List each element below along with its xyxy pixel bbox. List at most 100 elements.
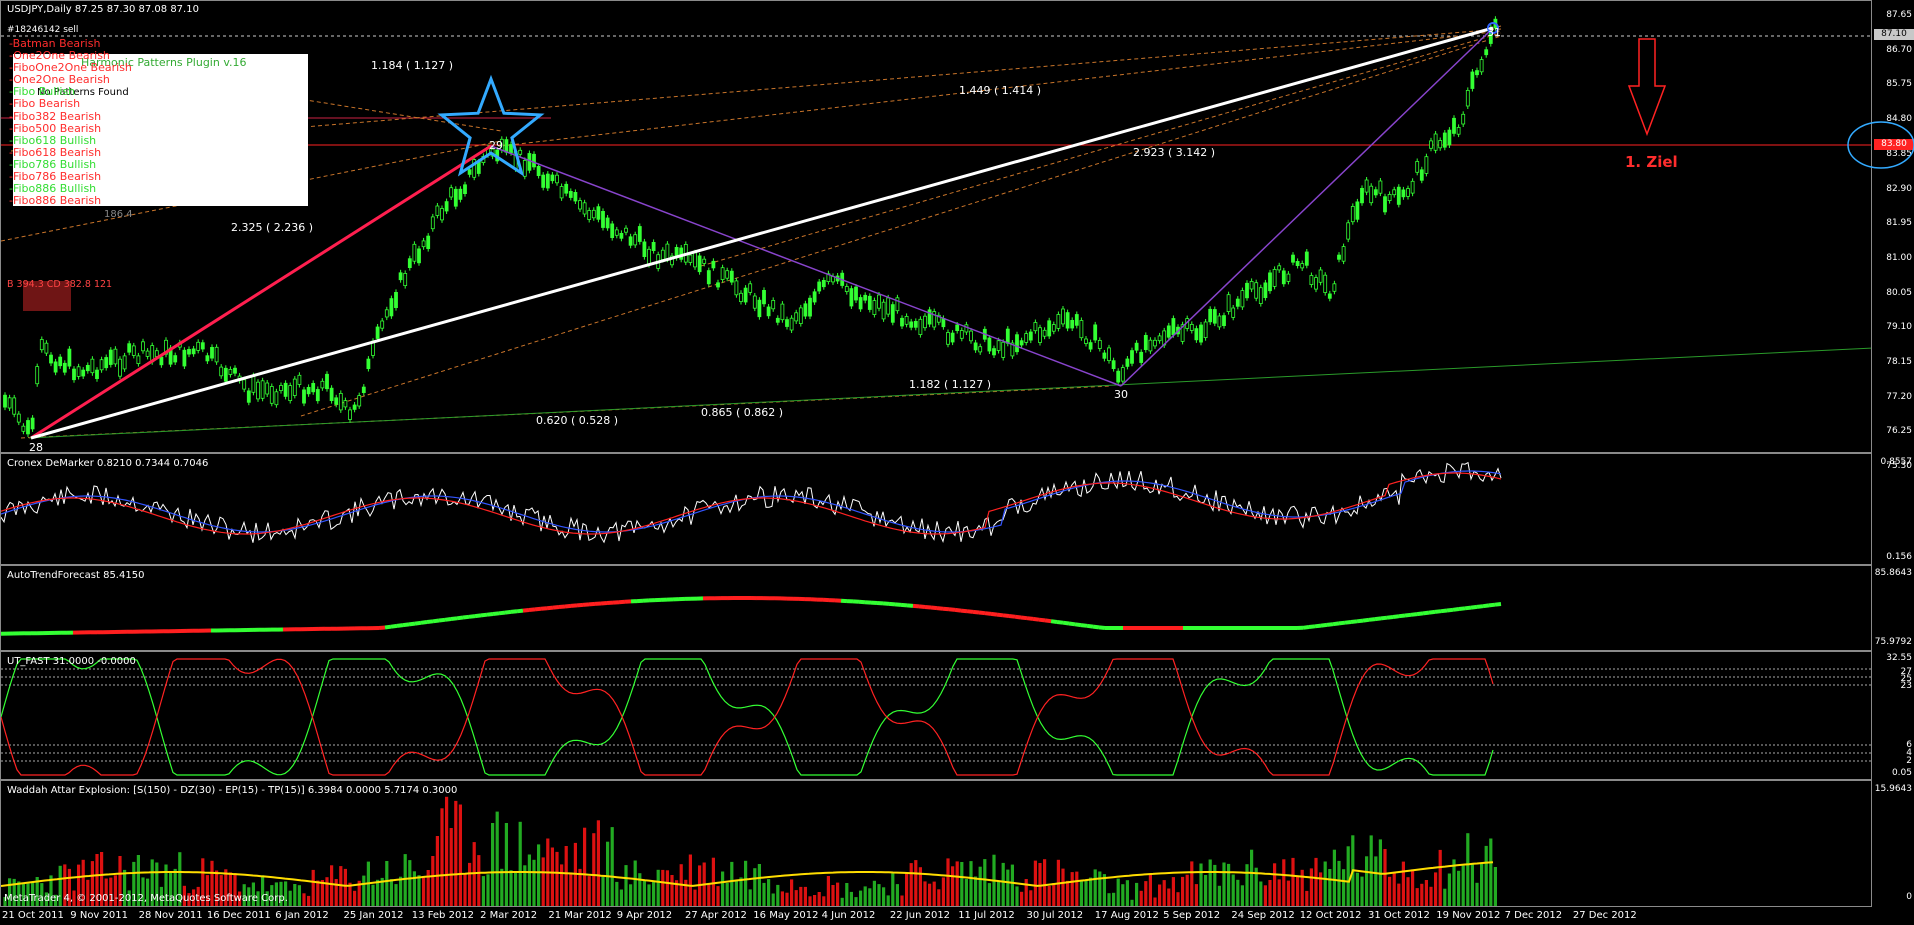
waddah-bar xyxy=(141,877,145,906)
candle-body xyxy=(251,375,256,393)
time-tick: 19 Nov 2012 xyxy=(1436,910,1501,921)
waddah-bar xyxy=(518,821,522,906)
candle-body xyxy=(7,397,12,409)
candle-body xyxy=(1332,283,1337,292)
autotrend-segment xyxy=(426,619,434,624)
candle-body xyxy=(1309,275,1314,286)
waddah-bar xyxy=(90,861,94,906)
candle-body xyxy=(1442,132,1447,148)
price-tick: 86.70 xyxy=(1886,44,1912,55)
candle-body xyxy=(932,311,937,328)
waddah-bar xyxy=(288,890,292,906)
waddah-bar xyxy=(385,861,389,906)
candle-body xyxy=(348,409,352,420)
waddah-bar xyxy=(799,886,803,906)
waddah-bar xyxy=(1194,884,1198,906)
candle-body xyxy=(509,144,513,154)
candle-body xyxy=(1433,133,1438,151)
candle-body xyxy=(1406,188,1410,197)
candle-body xyxy=(1079,320,1084,339)
waddah-bar xyxy=(1369,835,1373,906)
autotrend-segment xyxy=(1452,607,1460,612)
waddah-bar xyxy=(601,876,605,906)
pattern-leg-bc xyxy=(1120,27,1494,387)
autotrend-segment xyxy=(1002,613,1010,618)
candle-body xyxy=(909,321,914,328)
candle-body xyxy=(444,201,449,212)
waddah-bar xyxy=(146,878,150,906)
waddah-bar xyxy=(1388,876,1392,906)
autotrend-segment xyxy=(1326,622,1334,627)
fib-label: 0.865 ( 0.862 ) xyxy=(701,406,784,419)
candle-body xyxy=(1107,347,1111,361)
price-chart[interactable] xyxy=(1,1,1872,453)
candle-body xyxy=(642,241,647,257)
waddah-bar xyxy=(656,869,660,906)
candle-body xyxy=(578,200,582,210)
waddah-bar xyxy=(274,882,278,906)
waddah-bar xyxy=(1273,863,1277,906)
pattern-legend: -Batman Bearish -One2One Bearish -FiboOne2… xyxy=(9,37,132,207)
candle-body xyxy=(1051,324,1056,332)
candle-body xyxy=(173,355,178,363)
waddah-signal xyxy=(1,861,1494,887)
autotrend-segment xyxy=(1008,614,1016,619)
candle-body xyxy=(1088,342,1093,350)
autotrend-segment xyxy=(564,603,572,609)
autotrend-segment xyxy=(1080,623,1088,628)
waddah-bar xyxy=(1033,860,1037,906)
autotrend-segment xyxy=(1050,619,1058,624)
waddah-bar xyxy=(279,881,283,906)
autotrend-segment xyxy=(480,612,488,618)
utfast-scale: 32.55 27 25 23 6 4 2 0.05 xyxy=(1872,651,1914,780)
waddah-bar xyxy=(109,877,113,906)
candle-body xyxy=(688,254,693,263)
waddah-bar xyxy=(224,869,228,906)
candle-body xyxy=(1415,161,1420,173)
waddah-chart xyxy=(1,796,1497,906)
waddah-bar xyxy=(270,885,274,906)
autotrend-segment xyxy=(390,623,398,629)
waddah-bar xyxy=(196,886,200,906)
waddah-bar xyxy=(587,876,591,906)
candle-body xyxy=(210,346,214,359)
waddah-bar xyxy=(357,880,361,906)
scale-tick: 75.9792 xyxy=(1874,637,1912,647)
waddah-bar xyxy=(675,880,679,906)
scale-tick: 27 xyxy=(1900,667,1912,677)
waddah-bar xyxy=(1447,873,1451,906)
candle-body xyxy=(476,161,481,174)
autotrend-panel[interactable]: AutoTrendForecast 85.4150 xyxy=(0,565,1872,651)
waddah-bar xyxy=(265,891,269,906)
scale-tick: 0 xyxy=(1906,892,1912,902)
waddah-bar xyxy=(987,883,991,906)
waddah-bar xyxy=(247,887,251,906)
waddah-bar xyxy=(86,879,90,906)
waddah-bar xyxy=(854,897,858,906)
scale-tick: 15.9643 xyxy=(1874,784,1912,794)
candle-body xyxy=(1300,263,1305,269)
legend-item: -Fibo Bearish xyxy=(9,97,81,111)
candle-body xyxy=(1074,314,1079,326)
candle-body xyxy=(1005,328,1010,344)
autotrend-segment xyxy=(1422,610,1430,616)
demarker-panel[interactable]: Cronex DeMarker 0.8210 0.7344 0.7046 xyxy=(0,453,1872,565)
candle-body xyxy=(1231,307,1236,318)
waddah-bar xyxy=(1480,863,1484,906)
scale-tick: 0.05 xyxy=(1891,768,1912,778)
waddah-panel[interactable]: Waddah Attar Explosion: [S(150) - DZ(30)… xyxy=(0,780,1872,907)
autotrend-segment xyxy=(402,622,410,628)
candle-body xyxy=(1424,156,1429,174)
candle-body xyxy=(1047,320,1052,337)
fib-label: 1.182 ( 1.127 ) xyxy=(909,378,992,391)
waddah-bar xyxy=(380,877,384,906)
candle-body xyxy=(113,348,118,365)
main-chart-panel[interactable]: USDJPY,Daily 87.25 87.30 87.08 87.10 #18… xyxy=(0,0,1872,453)
legend-item: -One2One Bearish xyxy=(9,73,110,87)
utfast-panel[interactable]: UT_FAST 31.0000 -0.0000 xyxy=(0,651,1872,780)
autotrend-segment xyxy=(474,613,482,619)
utfast-title: UT_FAST 31.0000 -0.0000 xyxy=(7,656,136,667)
candle-body xyxy=(1268,272,1272,292)
price-scale[interactable]: 87.65 86.70 85.75 84.80 83.85 82.90 81.95 81.00… xyxy=(1872,0,1914,471)
waddah-bar xyxy=(767,879,771,906)
